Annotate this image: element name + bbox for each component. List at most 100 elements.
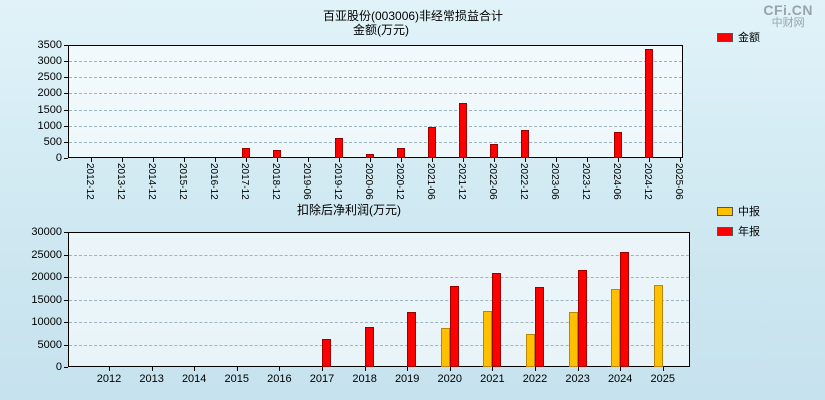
gridline	[69, 93, 682, 95]
x-tick-label: 2024	[607, 373, 633, 385]
y-tick-label: 0	[55, 361, 62, 373]
x-axis-tick	[535, 367, 536, 371]
site-logo: CFi.CN 中财网	[763, 2, 813, 30]
x-tick-label: 2018	[352, 373, 377, 385]
bar	[492, 272, 502, 367]
x-tick-label: 2020	[437, 373, 463, 385]
x-axis-tick	[556, 158, 557, 162]
top-chart-subtitle: 金额(万元)	[353, 23, 409, 37]
legend-label-annual: 年报	[738, 226, 760, 238]
legend-label-interim: 中报	[738, 206, 760, 218]
y-axis-tick	[64, 141, 68, 143]
x-tick-label: 2017	[309, 373, 335, 385]
bar	[440, 327, 450, 367]
y-tick-label: 20000	[31, 271, 62, 283]
x-tick-label: 2016	[267, 373, 292, 385]
site-logo-subtext: 中财网	[771, 17, 805, 29]
x-tick-label: 2024-12	[642, 163, 653, 200]
bar	[449, 286, 459, 367]
x-axis-tick	[277, 158, 278, 162]
x-axis-tick	[153, 158, 154, 162]
x-axis-tick	[122, 158, 123, 162]
x-axis-tick	[463, 158, 464, 162]
x-tick-label: 2014	[181, 373, 207, 385]
bar	[620, 252, 630, 367]
x-axis-tick	[407, 367, 409, 371]
x-axis-tick	[577, 367, 579, 371]
gridline	[69, 322, 689, 323]
x-tick-label: 2019	[394, 373, 420, 385]
x-tick-label: 2012	[96, 373, 122, 385]
x-axis-tick	[215, 158, 216, 162]
x-tick-label: 2018-12	[270, 163, 281, 200]
y-axis-tick	[64, 125, 68, 127]
x-axis-tick	[109, 367, 110, 371]
x-axis-tick	[339, 158, 340, 162]
legend-swatch-amount	[717, 32, 733, 42]
bottom-chart-title: 扣除后净利润(万元)	[297, 203, 401, 217]
y-axis-tick	[64, 232, 68, 233]
x-tick-label: 2017-12	[239, 163, 250, 200]
x-axis-tick	[494, 158, 495, 162]
x-tick-label: 2024-06	[611, 163, 622, 200]
x-tick-label: 2012-12	[84, 163, 95, 200]
bar	[611, 288, 621, 367]
y-axis-tick	[64, 109, 68, 111]
x-axis-tick	[194, 367, 196, 371]
y-axis-tick	[64, 344, 68, 346]
gridline	[69, 61, 682, 63]
x-tick-label: 2022-06	[487, 163, 498, 200]
bar	[568, 311, 578, 367]
x-tick-label: 2025	[650, 373, 676, 385]
x-axis-tick	[525, 158, 526, 162]
bar	[397, 148, 405, 158]
gridline	[69, 77, 682, 79]
y-tick-label: 2000	[37, 87, 62, 100]
x-tick-label: 2020-12	[394, 163, 405, 200]
bar	[614, 132, 622, 158]
gridline	[69, 109, 682, 111]
x-axis-tick	[649, 158, 650, 162]
bar	[535, 286, 544, 367]
x-axis-tick	[618, 158, 619, 162]
legend-swatch-interim	[717, 206, 733, 216]
legend-item-annual: 年报	[717, 223, 760, 239]
y-axis-tick	[64, 93, 68, 95]
y-axis-tick	[64, 77, 68, 79]
x-tick-label: 2015-12	[177, 163, 188, 200]
top-chart-title: 百亚股份(003006)非经常损益合计	[323, 9, 504, 23]
x-axis-tick	[184, 158, 185, 162]
top-chart-title-block: 百亚股份(003006)非经常损益合计 金额(万元)	[323, 9, 503, 37]
y-tick-label: 10000	[31, 316, 62, 328]
site-logo-text: CFi.CN	[763, 2, 813, 18]
x-tick-label: 2023-12	[580, 163, 591, 200]
x-tick-label: 2021-06	[425, 163, 436, 200]
gridline	[69, 141, 682, 143]
bar	[483, 311, 493, 367]
top-chart-legend: 金额	[717, 29, 760, 49]
bar	[521, 129, 529, 158]
y-axis-tick	[64, 367, 68, 368]
bar	[322, 338, 331, 367]
x-axis-tick	[432, 158, 433, 162]
bar	[366, 154, 374, 158]
gridline	[69, 299, 689, 301]
x-tick-label: 2014-12	[146, 163, 157, 200]
x-tick-label: 2022	[522, 373, 548, 385]
x-tick-label: 2015	[224, 373, 250, 385]
y-tick-label: 25000	[31, 248, 62, 261]
bar	[364, 327, 374, 367]
y-axis-tick	[64, 61, 68, 63]
bar	[335, 137, 343, 158]
y-axis-tick	[64, 299, 68, 301]
bar	[526, 333, 535, 367]
bar	[653, 284, 663, 367]
x-axis-tick	[91, 158, 92, 162]
y-tick-label: 3500	[37, 39, 62, 51]
x-tick-label: 2020-06	[363, 163, 374, 200]
y-tick-label: 3000	[37, 55, 62, 68]
x-axis-tick	[246, 158, 247, 162]
gridline	[69, 277, 689, 278]
bar	[490, 144, 498, 158]
